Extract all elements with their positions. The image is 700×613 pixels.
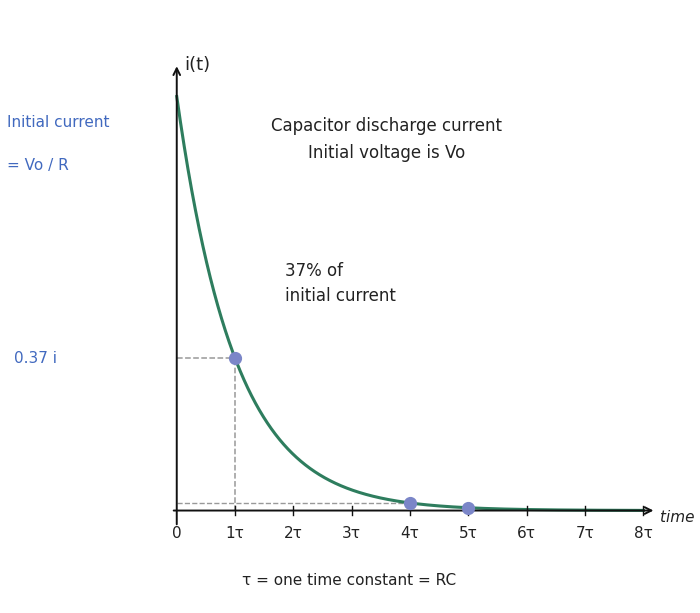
Text: Capacitor discharge current
Initial voltage is Vo: Capacitor discharge current Initial volt…: [272, 117, 503, 162]
Text: τ = one time constant = RC: τ = one time constant = RC: [242, 574, 456, 588]
Text: 2τ: 2τ: [284, 527, 303, 541]
Text: 7τ: 7τ: [575, 527, 594, 541]
Text: 4τ: 4τ: [400, 527, 419, 541]
Text: 0: 0: [172, 527, 181, 541]
Text: 0.37 i: 0.37 i: [14, 351, 57, 366]
Text: Initial current: Initial current: [7, 115, 109, 130]
Text: 6τ: 6τ: [517, 527, 536, 541]
Text: 1τ: 1τ: [225, 527, 244, 541]
Text: i(t): i(t): [183, 56, 210, 74]
Text: 37% of
initial current: 37% of initial current: [285, 262, 395, 305]
Text: 3τ: 3τ: [342, 527, 361, 541]
Text: = Vo / R: = Vo / R: [7, 158, 69, 173]
Text: 8τ: 8τ: [634, 527, 653, 541]
Text: time t: time t: [659, 509, 700, 525]
Text: 5τ: 5τ: [459, 527, 478, 541]
